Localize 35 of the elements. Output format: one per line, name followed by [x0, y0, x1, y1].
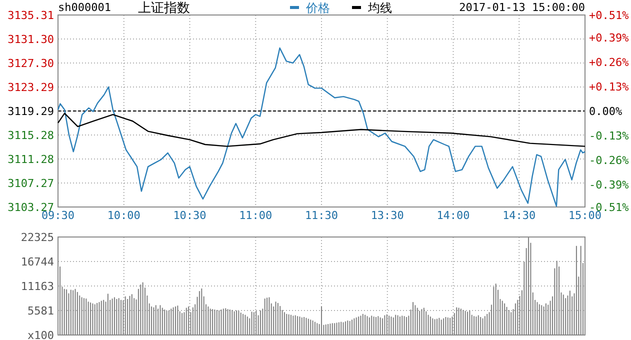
y2-tick-label: -0.13% [589, 129, 630, 142]
y-tick-label: 3107.27 [8, 177, 54, 190]
chart-title: 上证指数 [138, 1, 190, 16]
y-tick-label: 5581 [28, 304, 54, 318]
text: 2017-01-13 15:00:00 [459, 1, 585, 14]
x-tick-label: 10:00 [107, 209, 140, 222]
y2-tick-label: +0.26% [589, 56, 630, 70]
y2-tick-label: +0.39% [589, 32, 630, 45]
x-tick-label: 11:00 [239, 209, 272, 222]
x-tick-label: 11:30 [304, 209, 338, 222]
y-tick-label: 3123.29 [8, 81, 54, 94]
y-tick-label: 22325 [20, 231, 54, 244]
y2-tick-label: +0.51% [589, 9, 630, 22]
y-tick-label: 3131.30 [8, 33, 54, 46]
legend-label: 均线 [367, 1, 392, 15]
line-series [57, 112, 586, 147]
x-tick-label: 13:30 [370, 209, 404, 222]
y-tick-label: 3111.28 [8, 153, 54, 166]
y-tick-label: 16744 [20, 256, 54, 268]
line-series [57, 47, 586, 207]
y2-tick-label: -0.39% [589, 178, 630, 192]
y-tick-label: 3115.28 [8, 129, 54, 142]
x-tick-label: 14:30 [502, 209, 536, 222]
y-tick-label: 3119.29 [8, 105, 54, 118]
x-tick-label: 14:00 [436, 209, 470, 222]
y2-tick-label: +0.13% [589, 80, 630, 94]
y-tick-label: x100 [28, 329, 54, 340]
chart-subtitle: sh000001 [58, 1, 111, 14]
y2-tick-label: 0.00% [589, 105, 622, 118]
x-tick-label: 10:30 [173, 209, 206, 222]
y-tick-label: 11163 [20, 280, 54, 293]
y-tick-label: 3135.31 [8, 9, 54, 22]
y-tick-label: 3127.30 [8, 57, 54, 70]
legend-label: 价格 [305, 1, 330, 15]
y2-tick-label: -0.26% [589, 154, 630, 167]
